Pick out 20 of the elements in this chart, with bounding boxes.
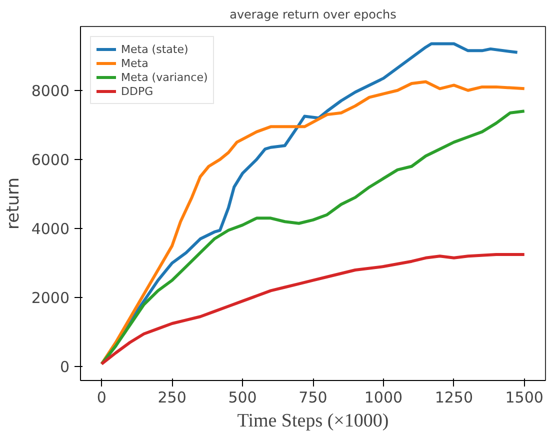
x-tick-label: 250 xyxy=(158,388,186,406)
x-tick-label: 1250 xyxy=(434,388,474,406)
x-tick-label: 0 xyxy=(96,388,106,406)
x-tick-label: 1500 xyxy=(505,388,544,406)
x-tick-label: 500 xyxy=(228,388,257,406)
y-tick-label: 2000 xyxy=(31,289,70,308)
y-axis-title: return xyxy=(3,178,24,230)
legend-label: Meta (variance) xyxy=(121,70,208,84)
y-tick-label: 0 xyxy=(60,358,70,376)
y-tick-label: 8000 xyxy=(31,82,70,100)
legend-label: Meta (state) xyxy=(121,42,188,56)
legend-label: DDPG xyxy=(121,84,154,98)
y-tick-label: 6000 xyxy=(31,150,70,169)
x-axis-title: Time Steps (×1000) xyxy=(237,410,389,432)
line-series xyxy=(100,252,526,366)
legend-label: Meta xyxy=(121,56,148,70)
chart-title: average return over epochs xyxy=(230,8,396,22)
y-tick-label: 4000 xyxy=(31,220,70,238)
x-tick-label: 1000 xyxy=(364,388,403,406)
x-tick-label: 750 xyxy=(298,388,328,406)
